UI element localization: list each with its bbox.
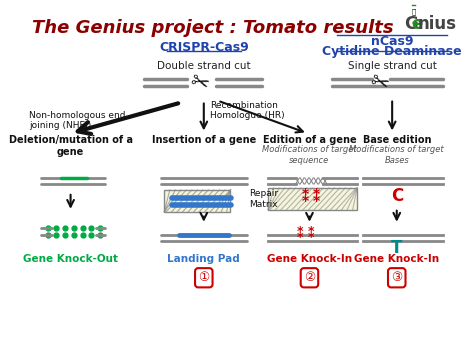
Text: Insertion of a gene: Insertion of a gene: [152, 135, 256, 145]
Text: *: *: [301, 194, 309, 208]
Text: T: T: [391, 239, 402, 257]
Text: *: *: [297, 231, 303, 244]
Text: Modifications of target
sequence: Modifications of target sequence: [262, 145, 357, 165]
Bar: [268, 188, 357, 210]
Text: *: *: [308, 231, 315, 244]
Text: Double strand cut: Double strand cut: [157, 61, 251, 71]
Text: Deletion/mutation of a
gene: Deletion/mutation of a gene: [9, 135, 133, 157]
Text: Recombination
Homologue (HR): Recombination Homologue (HR): [210, 100, 285, 120]
Text: Non-homologous end
joining (NHEJ): Non-homologous end joining (NHEJ): [29, 110, 126, 130]
Text: *: *: [312, 194, 319, 208]
Text: *: *: [308, 225, 315, 238]
Text: G: G: [404, 15, 418, 33]
Text: Repair
Matrix: Repair Matrix: [249, 189, 278, 208]
Text: The Genius project : Tomato results: The Genius project : Tomato results: [32, 19, 393, 37]
Text: *: *: [301, 187, 309, 201]
Text: Gene Knock-In: Gene Knock-In: [354, 255, 439, 264]
Text: ③: ③: [391, 271, 402, 284]
Text: Gene Knock-In: Gene Knock-In: [267, 255, 352, 264]
Text: Gene Knock-Out: Gene Knock-Out: [23, 255, 118, 264]
Text: CRISPR-Cas9: CRISPR-Cas9: [159, 41, 249, 54]
Text: C: C: [391, 187, 403, 205]
Text: ①: ①: [198, 271, 210, 284]
Text: e: e: [411, 15, 423, 33]
Bar: [164, 190, 230, 212]
Text: Modifications of target
Bases: Modifications of target Bases: [349, 145, 444, 165]
Text: Cytidine Deaminase: Cytidine Deaminase: [322, 45, 462, 58]
Text: ②: ②: [304, 271, 315, 284]
Text: Base edition: Base edition: [363, 135, 431, 145]
Text: nius: nius: [418, 15, 457, 33]
Text: Single strand cut: Single strand cut: [348, 61, 437, 71]
Text: ✂: ✂: [367, 71, 392, 96]
Text: 🌿: 🌿: [411, 8, 416, 15]
Text: Landing Pad: Landing Pad: [167, 255, 240, 264]
Text: nCas9: nCas9: [371, 35, 413, 48]
Text: ✂: ✂: [187, 71, 211, 96]
Text: *: *: [312, 187, 319, 201]
Text: Edition of a gene: Edition of a gene: [263, 135, 356, 145]
Text: *: *: [297, 225, 303, 238]
